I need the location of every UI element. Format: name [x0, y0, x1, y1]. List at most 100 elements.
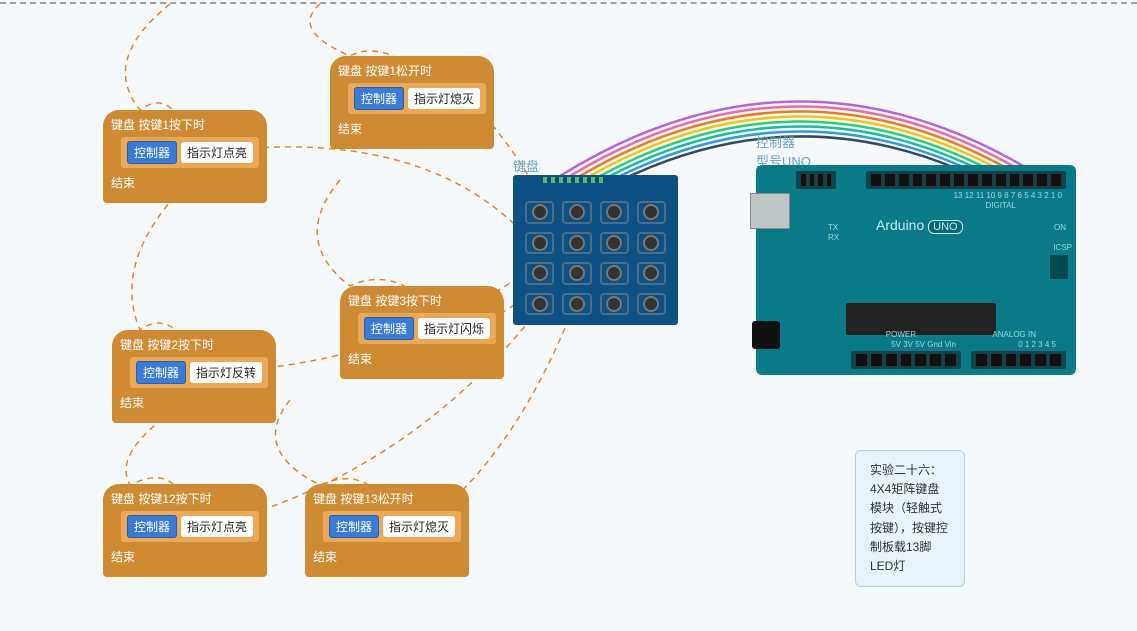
keypad-pin	[591, 177, 595, 183]
keypad-pin	[583, 177, 587, 183]
keypad-key[interactable]	[525, 293, 554, 316]
header-pin	[914, 353, 927, 367]
controller-tag: 控制器	[136, 361, 186, 384]
header-pin	[981, 173, 993, 187]
power-label: POWER	[886, 330, 916, 339]
action-text: 指示灯点亮	[181, 142, 253, 163]
header-pin	[885, 353, 898, 367]
digital-header-left	[796, 171, 836, 189]
header-pin	[939, 173, 951, 187]
header-pin	[1034, 353, 1047, 367]
block-end: 结束	[313, 546, 461, 567]
block-header: 键盘 按键2按下时	[120, 336, 268, 353]
icsp-header	[1050, 255, 1068, 279]
brand-text: Arduino UNO	[876, 217, 963, 234]
on-label: ON	[1054, 223, 1066, 232]
header-pin	[855, 353, 868, 367]
header-pin	[817, 173, 824, 187]
block-action[interactable]: 控制器指示灯熄灭	[348, 83, 486, 114]
arduino-board[interactable]: 13 12 11 10 9 8 7 6 5 4 3 2 1 0 DIGITAL …	[756, 165, 1076, 375]
action-text: 指示灯熄灭	[383, 516, 455, 537]
action-text: 指示灯熄灭	[408, 88, 480, 109]
power-pins-label: 5V 3V 5V Gnd Vin	[891, 340, 956, 349]
header-pin	[929, 353, 942, 367]
header-pin	[995, 173, 1007, 187]
keypad-key[interactable]	[600, 232, 629, 255]
controller-tag: 控制器	[354, 87, 404, 110]
keypad-module[interactable]	[513, 175, 678, 325]
usb-port	[750, 193, 790, 229]
keypad-key[interactable]	[562, 232, 591, 255]
dashed-connector	[310, 4, 398, 58]
keypad-pin	[599, 177, 603, 183]
keypad-key[interactable]	[600, 262, 629, 285]
block-action[interactable]: 控制器指示灯熄灭	[323, 511, 461, 542]
power-header	[851, 351, 961, 369]
code-block-b2[interactable]: 键盘 按键1松开时控制器指示灯熄灭结束	[330, 56, 494, 149]
header-pin	[884, 173, 896, 187]
block-header: 键盘 按键1松开时	[338, 62, 486, 79]
power-jack	[752, 321, 780, 349]
keypad-key[interactable]	[562, 293, 591, 316]
keypad-key[interactable]	[525, 201, 554, 224]
header-pin	[870, 353, 883, 367]
block-action[interactable]: 控制器指示灯点亮	[121, 511, 259, 542]
dashed-connector	[230, 147, 530, 240]
keypad-key[interactable]	[525, 232, 554, 255]
keypad-key[interactable]	[562, 262, 591, 285]
header-pin	[1049, 353, 1062, 367]
header-pin	[809, 173, 816, 187]
header-pin	[826, 173, 833, 187]
icsp-label: ICSP	[1053, 243, 1072, 252]
controller-tag: 控制器	[329, 515, 379, 538]
header-pin	[1050, 173, 1062, 187]
header-pin	[1009, 173, 1021, 187]
keypad-pin	[559, 177, 563, 183]
header-pin	[990, 353, 1003, 367]
header-pin	[900, 353, 913, 367]
block-end: 结束	[120, 392, 268, 413]
dashed-connector	[275, 400, 370, 486]
code-block-b5[interactable]: 键盘 按键12按下时控制器指示灯点亮结束	[103, 484, 267, 577]
header-pin	[944, 353, 957, 367]
keypad-key[interactable]	[637, 201, 666, 224]
keypad-key[interactable]	[600, 293, 629, 316]
keypad-key[interactable]	[637, 293, 666, 316]
block-end: 结束	[348, 348, 496, 369]
code-block-b1[interactable]: 键盘 按键1按下时控制器指示灯点亮结束	[103, 110, 267, 203]
controller-label-line1: 控制器	[756, 132, 811, 151]
action-text: 指示灯点亮	[181, 516, 253, 537]
keypad-key[interactable]	[637, 232, 666, 255]
experiment-note: 实验二十六：4X4矩阵键盘模块（轻触式按键），按键控制板载13脚LED灯	[855, 450, 965, 587]
header-pin	[975, 353, 988, 367]
keypad-grid	[525, 201, 666, 315]
keypad-pins	[543, 177, 603, 183]
block-action[interactable]: 控制器指示灯点亮	[121, 137, 259, 168]
header-pin	[925, 173, 937, 187]
keypad-key[interactable]	[600, 201, 629, 224]
code-block-b4[interactable]: 键盘 按键3按下时控制器指示灯闪烁结束	[340, 286, 504, 379]
pin-numbers-label: 13 12 11 10 9 8 7 6 5 4 3 2 1 0	[954, 191, 1062, 200]
keypad-key[interactable]	[525, 262, 554, 285]
top-border-dashes	[0, 2, 1137, 4]
header-pin	[1022, 173, 1034, 187]
keypad-key[interactable]	[637, 262, 666, 285]
header-pin	[1019, 353, 1032, 367]
dashed-connector	[125, 4, 175, 112]
keypad-pin	[567, 177, 571, 183]
action-text: 指示灯反转	[190, 362, 262, 383]
rx-label: RX	[828, 233, 839, 242]
keypad-pin	[575, 177, 579, 183]
keypad-key[interactable]	[562, 201, 591, 224]
brand-badge: UNO	[928, 220, 962, 234]
block-action[interactable]: 控制器指示灯反转	[130, 357, 268, 388]
controller-tag: 控制器	[127, 515, 177, 538]
keypad-pin	[551, 177, 555, 183]
header-pin	[800, 173, 807, 187]
analog-label: ANALOG IN	[992, 330, 1036, 339]
action-text: 指示灯闪烁	[418, 318, 490, 339]
block-header: 键盘 按键13松开时	[313, 490, 461, 507]
code-block-b3[interactable]: 键盘 按键2按下时控制器指示灯反转结束	[112, 330, 276, 423]
code-block-b6[interactable]: 键盘 按键13松开时控制器指示灯熄灭结束	[305, 484, 469, 577]
block-action[interactable]: 控制器指示灯闪烁	[358, 313, 496, 344]
